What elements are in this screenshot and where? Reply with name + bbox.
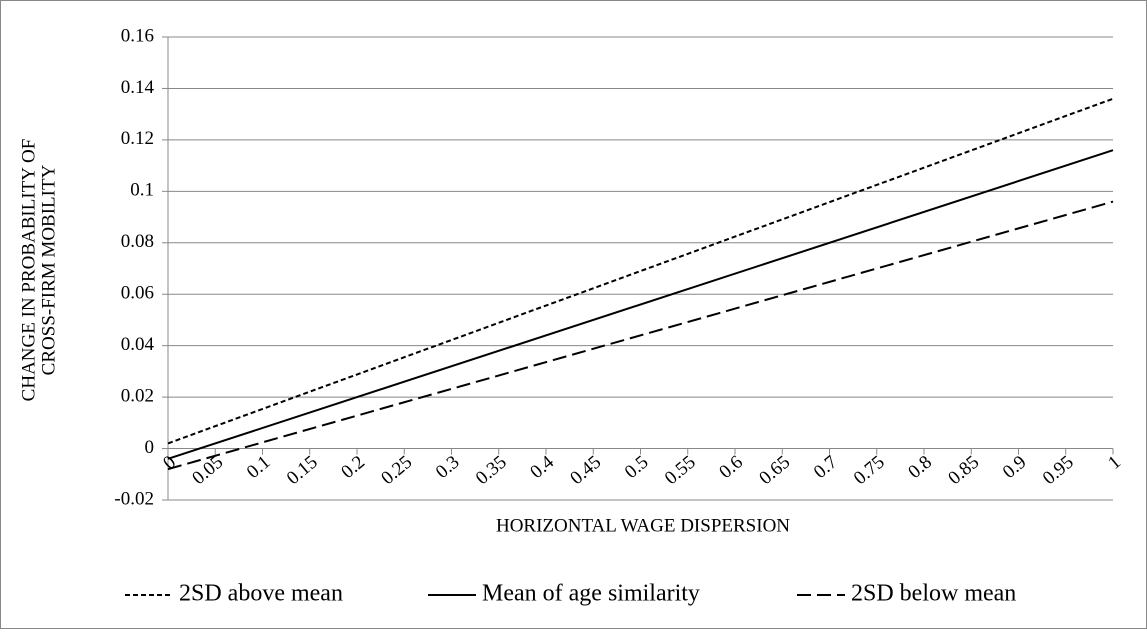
y-tick-label: 0.16	[121, 25, 154, 46]
y-tick-label: 0.04	[121, 334, 155, 355]
y-axis-label-line: CROSS-FIRM MOBILITY	[38, 164, 59, 375]
y-tick-label: 0	[145, 437, 155, 458]
y-tick-label: 0.02	[121, 385, 154, 406]
y-axis-label-line: CHANGE IN PROBABILITY OF	[18, 139, 39, 402]
y-axis-label: CHANGE IN PROBABILITY OF CROSS-FIRM MOBI…	[18, 139, 59, 402]
line-series	[167, 149, 1114, 460]
y-tick-label: 0.06	[121, 283, 154, 304]
y-tick-label: -0.02	[114, 488, 154, 509]
y-tick-label: 0.08	[121, 231, 154, 252]
line-series	[167, 200, 1114, 471]
x-axis-label: HORIZONTAL WAGE DISPERSION	[496, 515, 790, 536]
legend-label: Mean of age similarity	[482, 581, 700, 607]
y-tick-label: 0.12	[121, 128, 154, 149]
legend-label: 2SD below mean	[851, 581, 1016, 607]
legend-label: 2SD above mean	[179, 581, 343, 607]
y-tick-label: 0.14	[121, 77, 155, 98]
y-tick-label: 0.1	[130, 180, 154, 201]
